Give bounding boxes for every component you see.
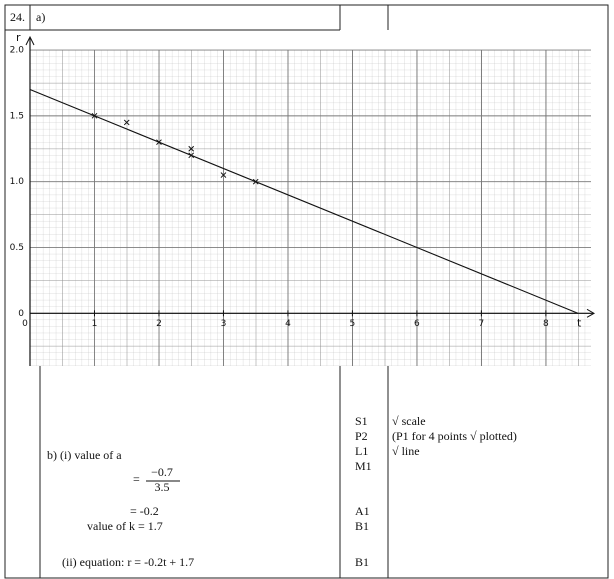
mark-code: A1 [355, 504, 370, 518]
x-tick-label: 4 [285, 319, 291, 329]
x-axis-label: t [577, 316, 582, 329]
working-step: = -0.2 [130, 504, 159, 518]
x-tick-label: 1 [92, 319, 98, 329]
working-equation: (ii) equation: r = -0.2t + 1.7 [62, 555, 194, 569]
mark-code: L1 [355, 444, 368, 458]
axis-arrow [586, 308, 596, 318]
best-fit-line [29, 88, 579, 314]
equals: = [133, 472, 140, 486]
x-tick-label: 2 [156, 319, 162, 329]
mark-code: M1 [355, 459, 372, 473]
working-intro: b) (i) value of a [47, 448, 122, 462]
question-number: 24. [10, 10, 25, 24]
data-point [220, 172, 227, 178]
working-k: value of k = 1.7 [87, 519, 163, 533]
mark-code: B1 [355, 555, 369, 569]
x-tick-label: 6 [414, 319, 420, 329]
axis-arrow [25, 35, 35, 46]
mark-note: (P1 for 4 points √ plotted) [392, 429, 517, 443]
data-point [188, 152, 195, 159]
data-point [91, 112, 98, 119]
mark-note: √ scale [392, 414, 426, 428]
x-tick-label: 0 [22, 319, 28, 329]
outer-frame [4, 4, 609, 579]
data-point [252, 178, 259, 185]
y-tick-label: 0 [18, 309, 24, 319]
data-point [156, 139, 162, 146]
data-point [188, 145, 195, 152]
x-tick-label: 3 [221, 319, 227, 329]
mark-code: P2 [355, 429, 368, 443]
y-tick-label: 1.5 [10, 111, 24, 121]
y-tick-label: 2.0 [10, 46, 25, 56]
mark-note: √ line [392, 444, 420, 458]
mark-code: B1 [355, 519, 369, 533]
y-tick-label: 1.0 [10, 177, 25, 187]
x-tick-label: 5 [350, 319, 356, 329]
x-tick-label: 7 [479, 319, 485, 329]
part-label: a) [36, 10, 45, 24]
y-tick-label: 0.5 [10, 243, 24, 253]
numerator: −0.7 [151, 465, 173, 479]
denominator: 3.5 [155, 480, 170, 494]
data-point [123, 119, 130, 126]
x-tick-label: 8 [543, 319, 549, 329]
y-axis-label: r [16, 31, 21, 44]
graph-paper [30, 50, 591, 366]
mark-code: S1 [355, 414, 368, 428]
